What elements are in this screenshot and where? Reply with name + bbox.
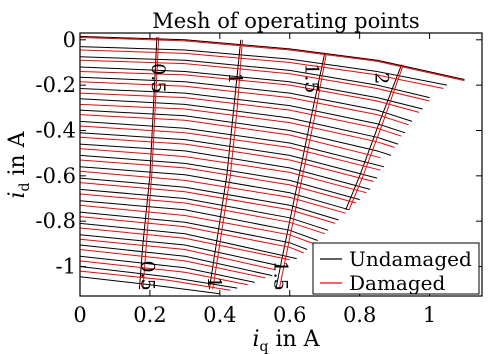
series-undamaged-curve-15 xyxy=(79,200,318,241)
series-undamaged-curve-18 xyxy=(79,234,283,267)
x-tick-label-3: 0.6 xyxy=(273,303,306,327)
series-undamaged-curve-16 xyxy=(79,211,308,250)
series-damaged-curve-24 xyxy=(278,53,327,290)
series-damaged xyxy=(79,37,465,291)
x-tick-label-0: 0 xyxy=(73,303,86,327)
series-undamaged-curve-23 xyxy=(138,37,158,290)
series-undamaged-curve-9 xyxy=(79,132,378,179)
series-undamaged-curve-24 xyxy=(208,39,242,290)
y-axis-label-unit: in A xyxy=(5,130,30,182)
series-undamaged-curve-7 xyxy=(79,109,392,156)
series-damaged-curve-17 xyxy=(79,227,290,261)
series-damaged-curve-5 xyxy=(79,92,402,137)
series-undamaged-curve-20 xyxy=(79,255,255,283)
series-damaged-curve-19 xyxy=(79,249,266,279)
series-damaged-curve-8 xyxy=(79,125,381,171)
axes-frame xyxy=(79,32,483,297)
series-undamaged-curve-13 xyxy=(79,177,339,221)
series-damaged-curve-21 xyxy=(79,270,231,291)
y-tick-label-1: -0.2 xyxy=(36,73,77,97)
x-tick-label-2: 0.4 xyxy=(203,303,236,327)
series-damaged-curve-6 xyxy=(79,103,395,148)
series-undamaged xyxy=(79,35,465,295)
contour-label-5: 1 xyxy=(203,276,225,288)
series-damaged-curve-1 xyxy=(79,49,444,89)
contour-label-1: 1 xyxy=(224,72,246,84)
x-axis-label-unit: in A xyxy=(268,327,320,352)
series-damaged-curve-25 xyxy=(348,64,404,210)
series-damaged-curve-10 xyxy=(79,148,367,194)
series-undamaged-curve-11 xyxy=(79,154,360,201)
series-damaged-curve-16 xyxy=(79,216,304,254)
legend: Undamaged Damaged xyxy=(312,242,480,295)
series-undamaged-curve-17 xyxy=(79,222,297,260)
series-undamaged-curve-10 xyxy=(79,143,371,190)
series-damaged-curve-3 xyxy=(79,71,420,113)
series-damaged-curve-13 xyxy=(79,182,336,224)
y-tick-label-0: 0 xyxy=(63,28,76,52)
series-damaged-curve-14 xyxy=(79,193,325,235)
y-tick-label-4: -0.8 xyxy=(36,209,77,233)
series-damaged-curve-11 xyxy=(79,159,357,204)
contour-label-4: 0.5 xyxy=(136,260,158,290)
series-undamaged-curve-5 xyxy=(79,88,406,134)
annotations-layer: 0.5 1 1.5 2 0.5 1 1.5 xyxy=(136,63,392,291)
y-tick-label-3: -0.6 xyxy=(36,164,77,188)
x-tick-label-4: 0.8 xyxy=(343,303,376,327)
y-tick-label-5: -1 xyxy=(56,255,76,279)
x-axis-label-symbol: i xyxy=(252,327,259,352)
series-undamaged-curve-1 xyxy=(79,46,448,86)
legend-box xyxy=(312,242,480,295)
contour-label-0: 0.5 xyxy=(147,63,169,93)
plot-area: 0.5 1 1.5 2 0.5 1 1.5 0 0.2 0.4 0.6 0.8 1 0 -0.2 -0.4 -… xyxy=(36,28,483,327)
legend-label-damaged: Damaged xyxy=(349,271,445,295)
curves-layer xyxy=(79,35,465,295)
series-damaged-curve-9 xyxy=(79,136,374,182)
series-damaged-curve-2 xyxy=(79,59,430,102)
series-undamaged-curve-8 xyxy=(79,120,385,168)
series-damaged-curve-23 xyxy=(212,39,243,290)
series-damaged-curve-15 xyxy=(79,204,315,245)
y-axis-label: id in A xyxy=(5,130,33,198)
y-axis-label-symbol: i xyxy=(5,192,30,199)
y-tick-label-2: -0.4 xyxy=(36,118,77,142)
series-undamaged-curve-6 xyxy=(79,98,399,145)
series-undamaged-curve-4 xyxy=(79,76,413,122)
series-undamaged-curve-14 xyxy=(79,188,329,231)
contour-label-6: 1.5 xyxy=(269,260,291,290)
series-damaged-curve-4 xyxy=(79,81,409,126)
x-axis-label-subscript: q xyxy=(259,339,268,354)
x-axis-label: iq in A xyxy=(252,327,320,354)
y-axis-label-subscript: d xyxy=(17,183,33,192)
x-tick-label-5: 1 xyxy=(423,303,436,327)
series-undamaged-curve-12 xyxy=(79,166,350,211)
series-undamaged-curve-19 xyxy=(79,244,273,277)
series-undamaged-curve-3 xyxy=(79,66,423,110)
series-damaged-curve-0 xyxy=(79,37,465,82)
contour-label-3: 2 xyxy=(371,72,393,84)
series-damaged-curve-20 xyxy=(79,260,248,286)
series-damaged-curve-18 xyxy=(79,238,276,271)
series-damaged-curve-12 xyxy=(79,170,346,214)
series-damaged-curve-22 xyxy=(142,37,160,290)
contour-label-2: 1.5 xyxy=(301,63,323,93)
series-damaged-curve-7 xyxy=(79,114,381,159)
chart-title: Mesh of operating points xyxy=(152,9,419,33)
ticks-layer: 0 0.2 0.4 0.6 0.8 1 0 -0.2 -0.4 -0.6 -0.8 -1 xyxy=(36,28,482,327)
legend-label-undamaged: Undamaged xyxy=(349,247,472,271)
x-tick-label-1: 0.2 xyxy=(133,303,166,327)
series-undamaged-curve-22 xyxy=(79,276,220,295)
